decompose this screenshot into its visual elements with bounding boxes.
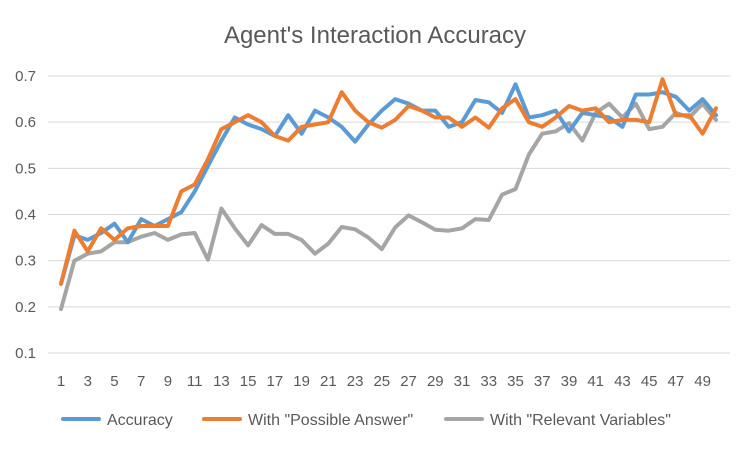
x-tick-label: 13	[213, 373, 230, 390]
legend: Accuracy With "Possible Answer" With "Rele…	[61, 412, 671, 429]
series-line-2	[59, 101, 718, 312]
x-tick-label: 11	[187, 373, 203, 390]
x-tick-label: 21	[320, 373, 337, 390]
x-tick-label: 39	[561, 373, 578, 390]
series-lines	[59, 77, 718, 312]
legend-label-1: With "Possible Answer"	[248, 412, 413, 429]
x-tick-label: 15	[240, 373, 257, 390]
x-tick-label: 27	[400, 373, 417, 390]
y-tick-label: 0.5	[15, 160, 36, 177]
x-tick-label: 35	[507, 373, 524, 390]
x-tick-label: 43	[614, 373, 631, 390]
x-tick-label: 45	[641, 373, 658, 390]
legend-label-2: With "Relevant Variables"	[490, 412, 671, 429]
y-tick-label: 0.3	[15, 253, 36, 270]
legend-label-0: Accuracy	[107, 412, 173, 429]
x-tick-label: 7	[137, 373, 145, 390]
x-tick-label: 19	[293, 373, 310, 390]
series-line-1	[59, 77, 718, 286]
x-tick-label: 5	[110, 373, 118, 390]
x-tick-label: 29	[427, 373, 444, 390]
x-tick-label: 47	[668, 373, 685, 390]
x-tick-label: 25	[373, 373, 390, 390]
x-tick-label: 33	[480, 373, 497, 390]
y-tick-label: 0.6	[15, 114, 36, 131]
x-tick-label: 49	[694, 373, 711, 390]
y-tick-label: 0.2	[15, 299, 36, 316]
chart-title: Agent's Interaction Accuracy	[224, 22, 526, 49]
x-tick-label: 1	[57, 373, 65, 390]
x-tick-label: 9	[164, 373, 172, 390]
y-tick-label: 0.4	[15, 207, 36, 224]
y-axis-tick-labels: 0.1 0.2 0.3 0.4 0.5 0.6 0.7	[15, 68, 36, 362]
x-tick-label: 37	[534, 373, 551, 390]
y-tick-label: 0.1	[15, 345, 36, 362]
x-tick-label: 3	[84, 373, 92, 390]
x-axis-tick-labels: 1 3 5 7 9 11 13 15 17 19 21 23 25 27 29 31 33 35 37 39 41 43 4…	[57, 373, 711, 390]
x-tick-label: 41	[587, 373, 604, 390]
x-tick-label: 23	[347, 373, 364, 390]
x-tick-label: 17	[267, 373, 284, 390]
x-tick-label: 31	[454, 373, 471, 390]
y-tick-label: 0.7	[15, 68, 36, 85]
